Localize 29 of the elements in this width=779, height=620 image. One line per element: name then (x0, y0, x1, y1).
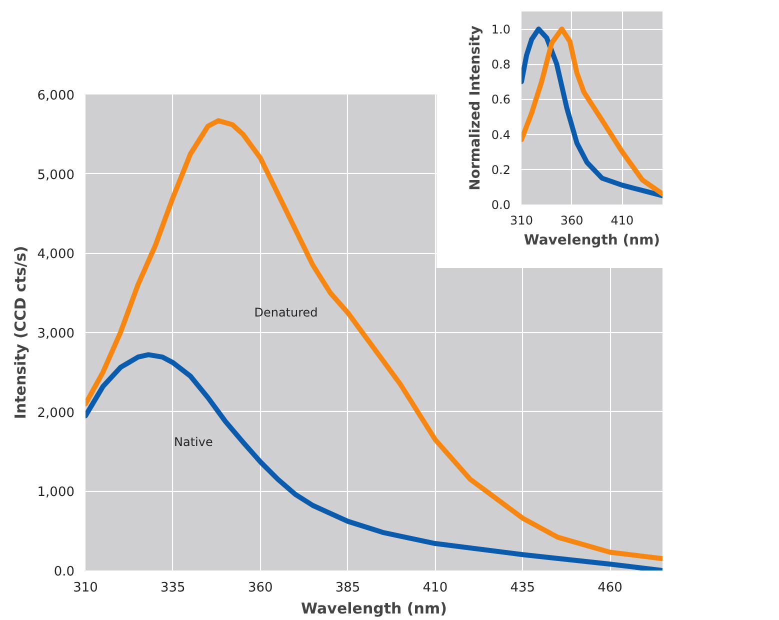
y-tick-label: 4,000 (37, 247, 74, 262)
series-label: Native (174, 434, 213, 449)
x-tick-label: 410 (610, 214, 634, 228)
y-tick-label: 6,000 (37, 88, 74, 104)
y-tick-label: 0.0 (491, 198, 511, 212)
x-tick-label: 335 (160, 580, 186, 596)
y-tick-label: 5,000 (37, 168, 74, 183)
x-tick-label: 410 (422, 580, 448, 596)
x-tick-label: 310 (510, 214, 533, 228)
x-tick-label: 310 (73, 580, 98, 596)
x-tick-label: 385 (335, 580, 360, 596)
x-tick-label: 360 (248, 580, 273, 596)
y-tick-label: 0.0 (54, 564, 75, 580)
y-axis-title: Normalized Intensity (467, 26, 484, 190)
x-tick-label: 360 (560, 214, 584, 228)
x-axis-title: Wavelength (nm) (301, 600, 447, 618)
y-tick-label: 0.2 (491, 162, 511, 177)
y-tick-label: 0.8 (491, 58, 511, 72)
x-tick-label: 460 (598, 580, 622, 596)
y-tick-label: 1,000 (37, 485, 74, 500)
y-tick-label: 3,000 (37, 326, 74, 342)
y-tick-label: 0.6 (491, 92, 511, 107)
y-axis-title: Intensity (CCD cts/s) (11, 246, 30, 420)
series-label: Denatured (254, 306, 318, 320)
y-tick-label: 0.4 (491, 128, 511, 142)
x-axis-title: Wavelength (nm) (524, 232, 660, 248)
x-tick-label: 435 (510, 580, 536, 596)
y-tick-label: 1.0 (491, 22, 511, 37)
y-tick-label: 2,000 (37, 406, 74, 421)
